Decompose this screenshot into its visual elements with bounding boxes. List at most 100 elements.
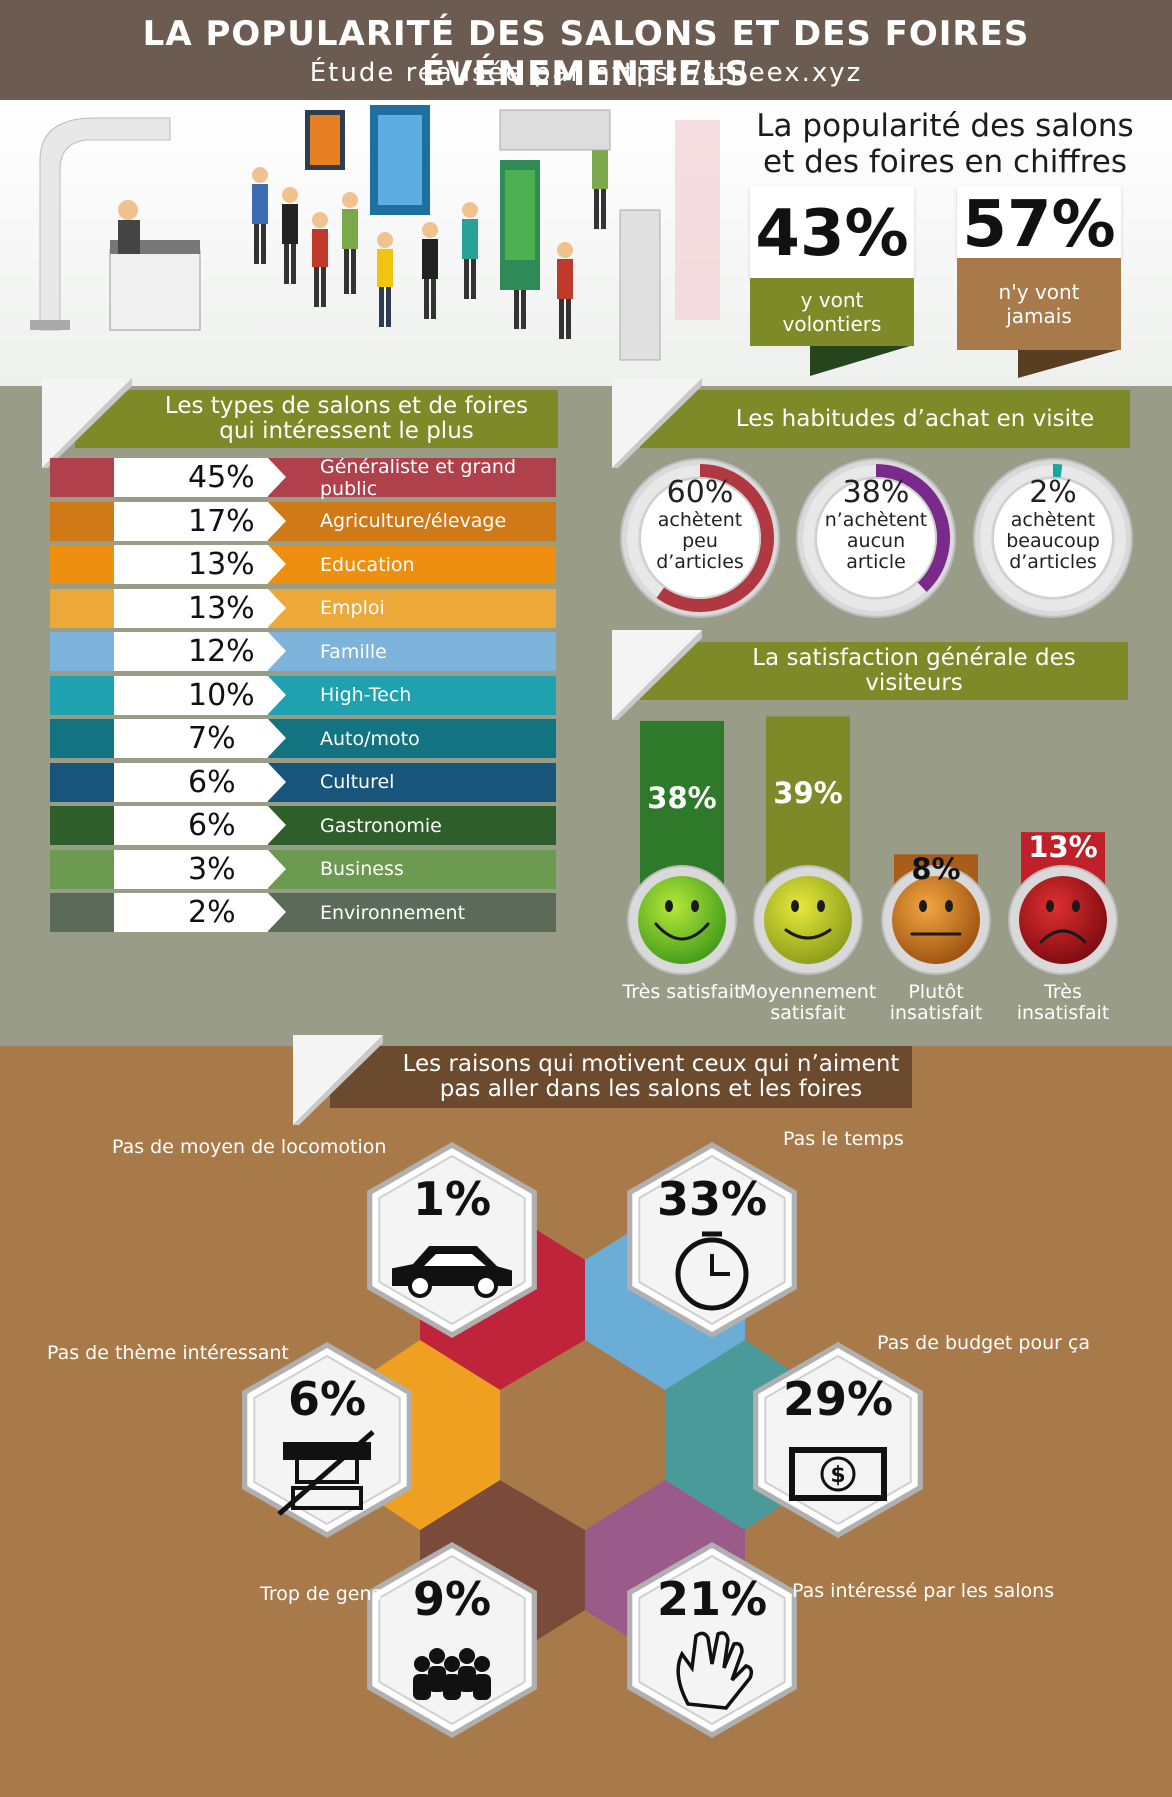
waving-hand-icon xyxy=(676,1631,754,1710)
reasons-chart: $ xyxy=(242,1142,923,1738)
satisfaction-category-line: satisfait xyxy=(770,1002,846,1024)
type-swatch xyxy=(50,849,114,889)
type-swatch xyxy=(50,632,114,671)
types-corner-triangle xyxy=(42,378,132,468)
never-go-value: 57% xyxy=(957,186,1121,262)
type-notch xyxy=(268,719,286,757)
type-row: 6% Gastronomie xyxy=(50,806,556,850)
top-section: La popularité des salons et des foires e… xyxy=(0,100,1172,386)
donut-label-line: article xyxy=(846,551,906,573)
satisfaction-category-line: Très xyxy=(1044,981,1082,1003)
reason-label: Pas de budget pour ça xyxy=(877,1332,1091,1354)
type-row: 2% Environnement xyxy=(50,893,556,937)
satisfaction-category-line: Très satisfait xyxy=(622,981,742,1003)
donut-label-line: achètent xyxy=(657,509,743,531)
car-icon xyxy=(392,1246,512,1298)
donut-text: 2% achètent beaucoup d’articles xyxy=(998,476,1108,573)
satisfaction-chart xyxy=(627,716,1118,975)
type-value: 13% xyxy=(114,545,268,584)
types-chart: 45% Généraliste et grand public 17% Agricul… xyxy=(50,456,556,937)
satisfaction-title: La satisfaction générale des visiteurs xyxy=(640,642,1128,700)
never-go-label: n'y vont jamais xyxy=(957,258,1121,350)
never-go-ribbon xyxy=(1018,350,1118,378)
trade-show-illustration xyxy=(30,105,720,361)
type-swatch xyxy=(50,806,114,845)
reasons-corner-triangle xyxy=(293,1035,383,1125)
page-title: LA POPULARITÉ DES SALONS ET DES FOIRES É… xyxy=(142,14,1030,94)
type-row: 45% Généraliste et grand public xyxy=(50,456,556,502)
satisfaction-category: Plutôt insatisfait xyxy=(861,982,1011,1024)
type-swatch xyxy=(50,458,114,497)
satisfaction-category-line: insatisfait xyxy=(1016,1002,1110,1024)
type-label: Education xyxy=(268,545,556,584)
type-value: 45% xyxy=(114,458,268,497)
type-notch xyxy=(268,458,286,496)
satisfaction-face-icon xyxy=(1008,865,1118,975)
type-notch xyxy=(268,806,286,844)
type-row: 17% Agriculture/élevage xyxy=(50,501,556,546)
reason-value: 1% xyxy=(412,1172,492,1226)
type-value: 3% xyxy=(114,849,268,889)
type-row: 7% Auto/moto xyxy=(50,719,556,763)
reason-value: 33% xyxy=(656,1172,768,1226)
svg-text:$: $ xyxy=(830,1463,845,1488)
purchase-corner-triangle xyxy=(612,378,702,468)
donut-label-line: d’articles xyxy=(656,551,744,573)
donut-arc xyxy=(875,464,950,592)
reason-label: Trop de gens xyxy=(260,1583,382,1605)
reason-label: Pas de thème intéressant xyxy=(47,1342,289,1364)
donut-1 xyxy=(620,458,780,618)
type-swatch xyxy=(50,762,114,802)
donut-text: 38% n’achètent aucun article xyxy=(821,476,931,573)
go-willingly-label: y vont volontiers xyxy=(750,278,914,346)
satisfaction-category: Très satisfait xyxy=(607,982,757,1003)
satisfaction-face-icon xyxy=(627,865,737,975)
type-notch xyxy=(268,849,286,888)
type-notch xyxy=(268,545,286,583)
go-willingly-ribbon xyxy=(810,346,910,376)
clock-icon xyxy=(675,1231,749,1311)
satisfaction-bar xyxy=(766,716,850,890)
go-willingly-value: 43% xyxy=(750,186,914,278)
satisfaction-category: Très insatisfait xyxy=(988,982,1138,1024)
type-row: 13% Emploi xyxy=(50,588,556,633)
type-notch xyxy=(268,762,286,801)
satisfaction-category-line: Moyennement xyxy=(739,981,877,1003)
go-willingly-card: 43% y vont volontiers xyxy=(750,186,914,346)
donut-text: 60% achètent peu d’articles xyxy=(645,476,755,573)
type-label: Environnement xyxy=(268,893,556,932)
type-row: 3% Business xyxy=(50,849,556,894)
reason-label: Pas le temps xyxy=(783,1128,904,1150)
donut-label-line: n’achètent xyxy=(824,509,928,531)
type-value: 6% xyxy=(114,762,268,802)
type-row: 12% Famille xyxy=(50,632,556,676)
purchase-title: Les habitudes d’achat en visite xyxy=(640,390,1130,448)
type-value: 6% xyxy=(114,806,268,845)
type-row: 10% High-Tech xyxy=(50,675,556,720)
type-swatch xyxy=(50,588,114,628)
satisfaction-face-icon xyxy=(753,865,863,975)
type-label: Agriculture/élevage xyxy=(268,501,556,541)
satisfaction-value: 39% xyxy=(773,776,843,811)
type-value: 12% xyxy=(114,632,268,671)
type-swatch xyxy=(50,719,114,758)
type-label: Emploi xyxy=(268,588,556,628)
satisfaction-category-line: Plutôt xyxy=(908,981,964,1003)
reason-label: Pas de moyen de locomotion xyxy=(112,1136,387,1158)
reason-value: 29% xyxy=(782,1372,894,1426)
type-row: 13% Education xyxy=(50,545,556,589)
type-value: 17% xyxy=(114,501,268,541)
never-go-card: 57% n'y vont jamais xyxy=(957,186,1121,350)
reasons-title: Les raisons qui motivent ceux qui n’aime… xyxy=(330,1046,912,1108)
type-notch xyxy=(268,588,286,627)
type-swatch xyxy=(50,893,114,932)
satisfaction-value: 13% xyxy=(1028,830,1098,865)
reason-value: 6% xyxy=(287,1372,367,1426)
reason-hexagon xyxy=(242,1342,412,1538)
banknote-icon: $ xyxy=(789,1447,887,1501)
donut-3 xyxy=(973,458,1133,618)
donut-label-line: d’articles xyxy=(1009,551,1097,573)
type-label: Culturel xyxy=(268,762,556,802)
type-notch xyxy=(268,501,286,540)
